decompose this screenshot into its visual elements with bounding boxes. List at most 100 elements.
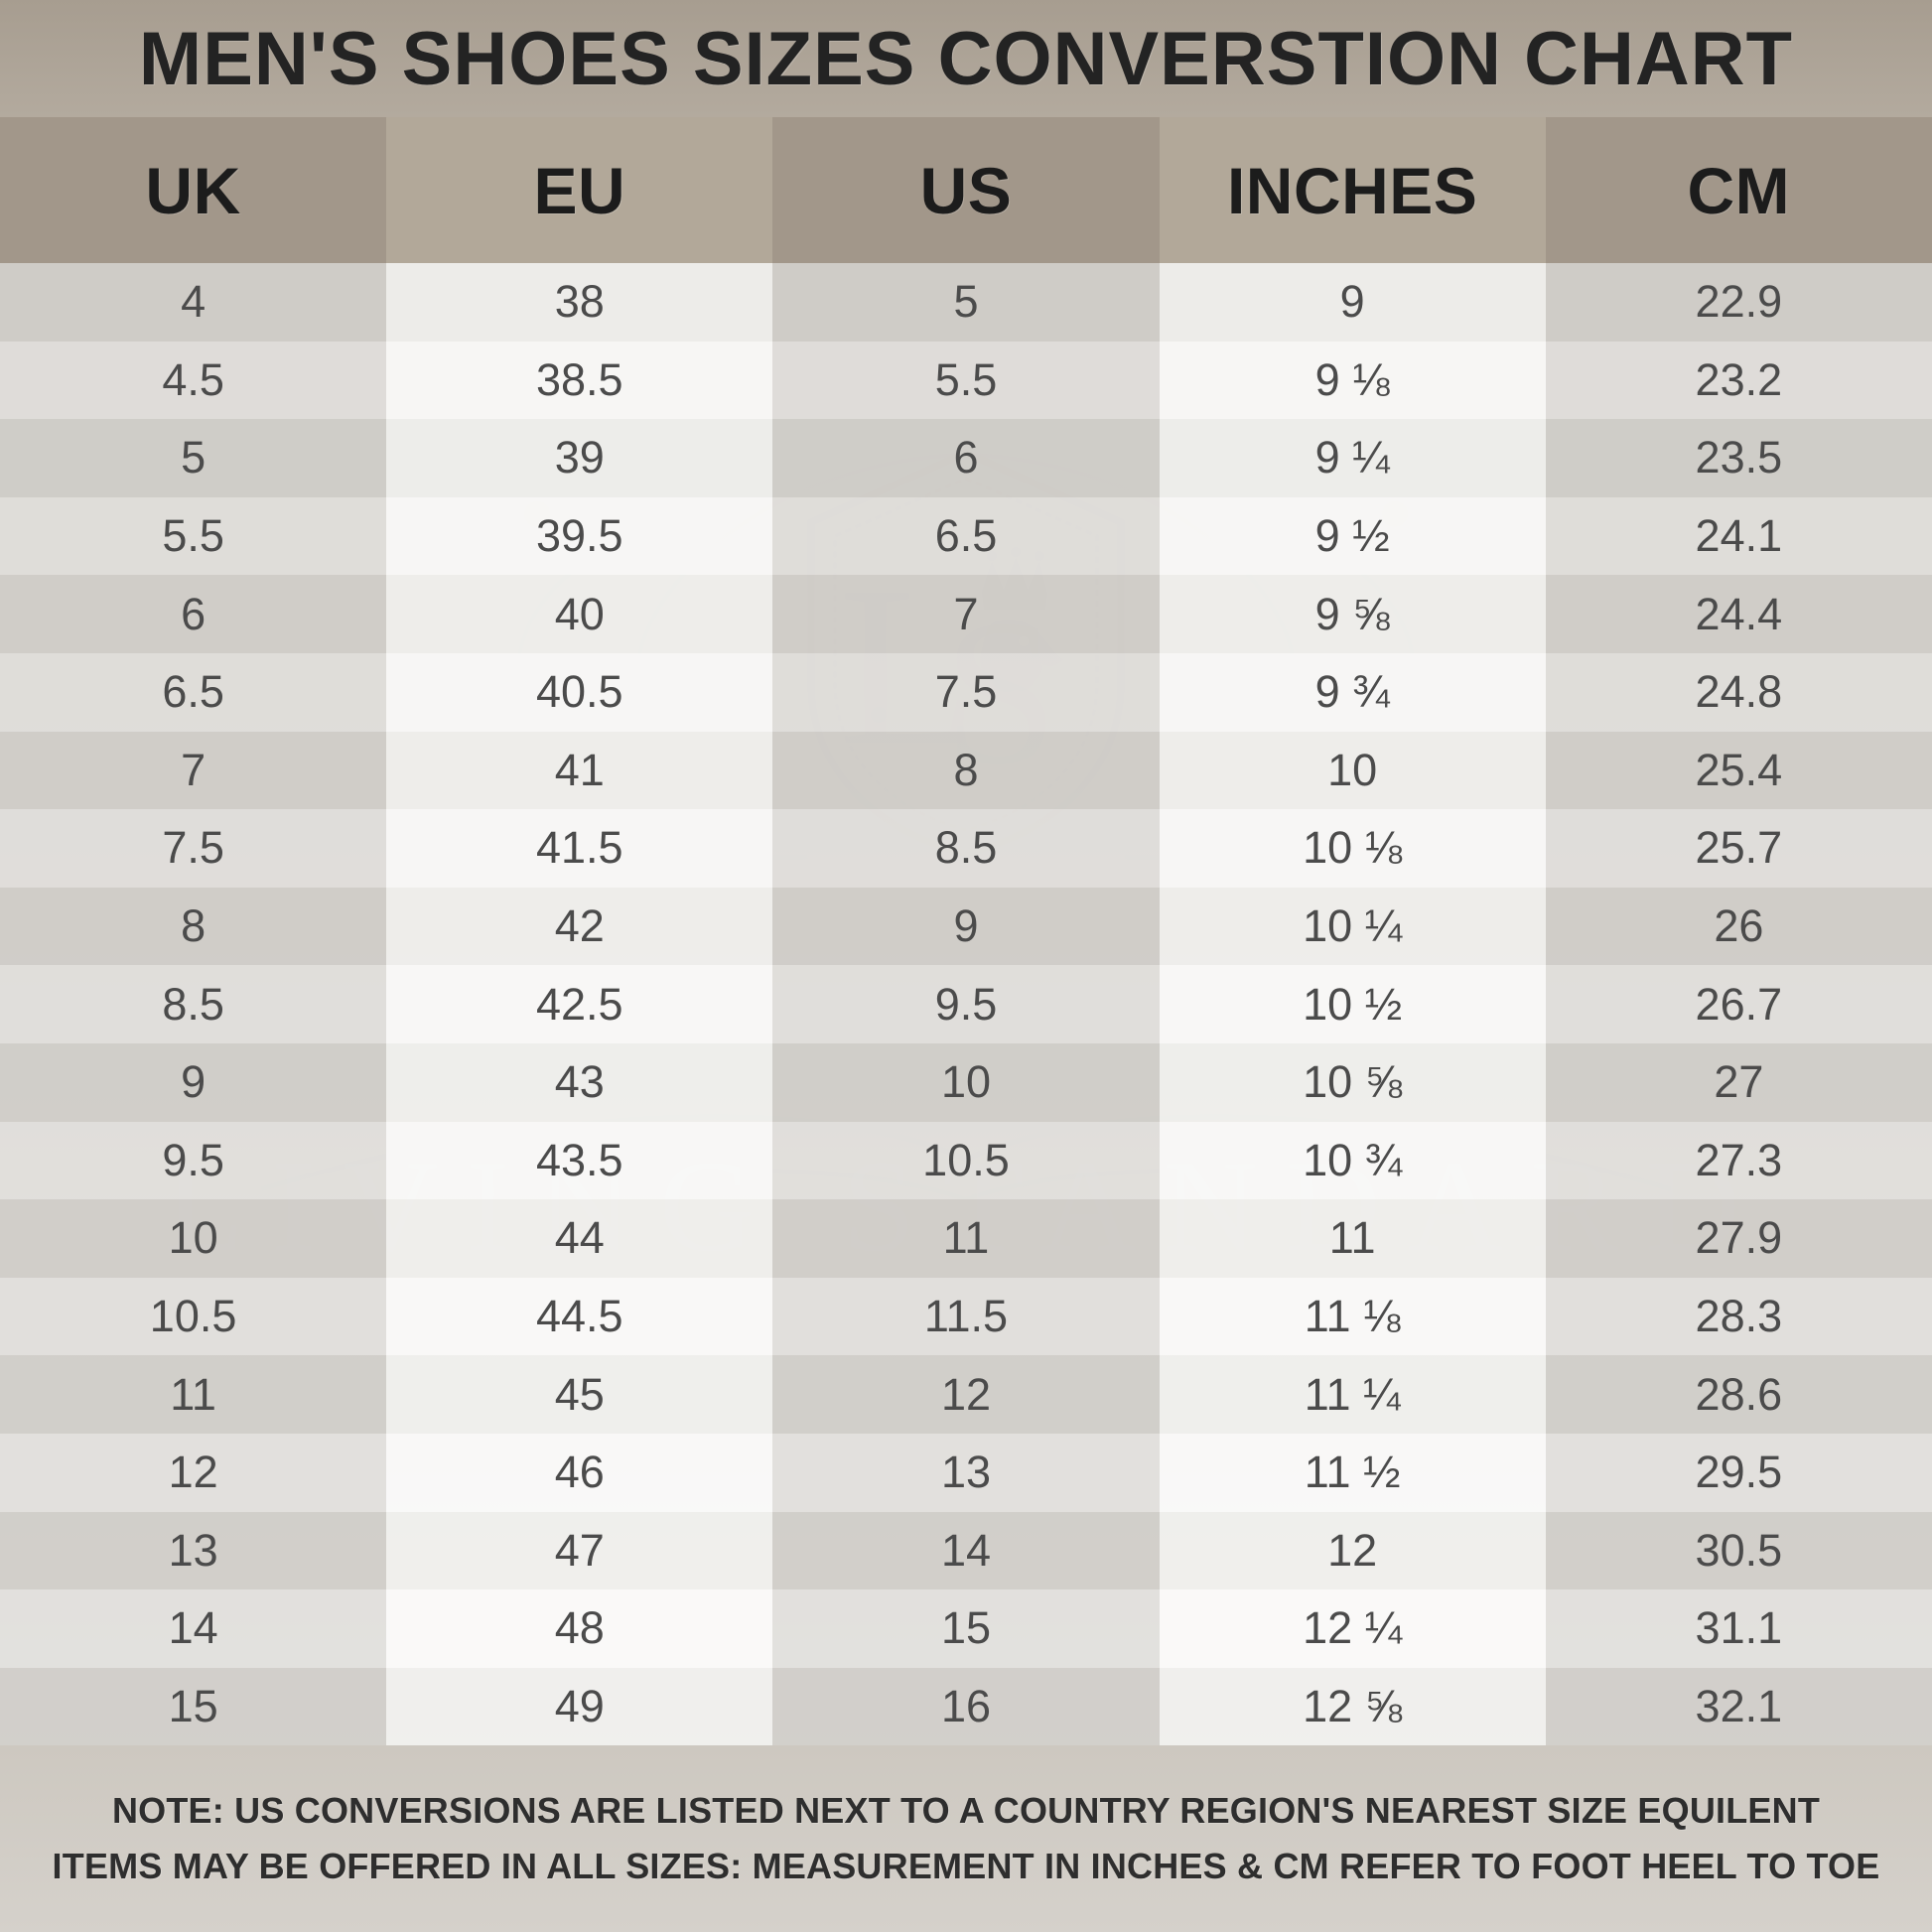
cell-us: 12 [772, 1355, 1160, 1434]
cell-eu: 44.5 [386, 1277, 773, 1356]
cell-cm: 30.5 [1545, 1511, 1932, 1590]
cell-eu: 44 [386, 1199, 773, 1278]
cell-eu: 48 [386, 1589, 773, 1668]
cell-us: 9.5 [772, 965, 1160, 1043]
cell-inches: 11 ¼ [1159, 1355, 1546, 1434]
cell-cm: 23.5 [1545, 419, 1932, 497]
cell-cm: 25.7 [1545, 809, 1932, 888]
cell-inches: 12 ¼ [1159, 1589, 1546, 1668]
cell-inches: 12 ⅝ [1159, 1667, 1546, 1745]
cell-uk: 9 [0, 1042, 387, 1122]
cell-uk: 8.5 [0, 965, 387, 1043]
cell-uk: 4 [0, 263, 387, 342]
cell-uk: 11 [0, 1355, 387, 1434]
cell-eu: 41.5 [386, 809, 773, 888]
table-row: 12 46 13 11 ½ 29.5 [0, 1433, 1932, 1512]
cell-inches: 11 [1159, 1199, 1546, 1278]
cell-uk: 13 [0, 1511, 387, 1590]
cell-eu: 39 [386, 419, 773, 497]
cell-inches: 10 ¼ [1159, 887, 1546, 966]
title-band: MEN'S SHOES SIZES CONVERSTION CHART [0, 0, 1932, 117]
cell-inches: 10 [1159, 731, 1546, 810]
cell-uk: 10 [0, 1199, 387, 1278]
cell-us: 5.5 [772, 341, 1160, 420]
conversion-table: UK EU US INCHES CM 4 38 5 9 22.9 4.5 38.5 5.5 9 ⅛ 23.2… [0, 117, 1932, 1745]
cell-us: 15 [772, 1589, 1160, 1668]
table-row: 4.5 38.5 5.5 9 ⅛ 23.2 [0, 341, 1932, 420]
cell-us: 10.5 [772, 1121, 1160, 1200]
cell-eu: 40 [386, 575, 773, 653]
cell-uk: 5 [0, 419, 387, 497]
cell-cm: 24.8 [1545, 652, 1932, 732]
cell-cm: 29.5 [1545, 1433, 1932, 1512]
cell-us: 8 [772, 731, 1160, 810]
note-text: US CONVERSIONS ARE LISTED NEXT TO A COUN… [223, 1790, 1821, 1832]
cell-inches: 9 ⅛ [1159, 341, 1546, 420]
footer-line-2: ITEMS MAY BE OFFERED IN ALL SIZES: MEASU… [52, 1846, 1880, 1886]
cell-eu: 46 [386, 1433, 773, 1512]
cell-inches: 9 ½ [1159, 496, 1546, 576]
cell-us: 14 [772, 1511, 1160, 1590]
cell-inches: 11 ½ [1159, 1433, 1546, 1512]
column-header-cm: CM [1545, 117, 1932, 263]
cell-eu: 47 [386, 1511, 773, 1590]
cell-uk: 4.5 [0, 341, 387, 420]
table-row: 8.5 42.5 9.5 10 ½ 26.7 [0, 965, 1932, 1043]
cell-cm: 24.1 [1545, 496, 1932, 576]
cell-cm: 23.2 [1545, 341, 1932, 420]
cell-uk: 10.5 [0, 1277, 387, 1356]
cell-inches: 9 [1159, 263, 1546, 342]
cell-us: 6 [772, 419, 1160, 497]
table-row: 6.5 40.5 7.5 9 ¾ 24.8 [0, 652, 1932, 732]
table-row: 13 47 14 12 30.5 [0, 1511, 1932, 1590]
table-row: 8 42 9 10 ¼ 26 [0, 887, 1932, 966]
table-row: 7.5 41.5 8.5 10 ⅛ 25.7 [0, 809, 1932, 888]
cell-us: 16 [772, 1667, 1160, 1745]
cell-eu: 43.5 [386, 1121, 773, 1200]
cell-uk: 12 [0, 1433, 387, 1512]
cell-eu: 42.5 [386, 965, 773, 1043]
cell-uk: 7.5 [0, 809, 387, 888]
cell-eu: 40.5 [386, 652, 773, 732]
cell-eu: 38 [386, 263, 773, 342]
column-header-inches: INCHES [1159, 117, 1546, 263]
cell-uk: 6 [0, 575, 387, 653]
cell-us: 8.5 [772, 809, 1160, 888]
cell-us: 9 [772, 887, 1160, 966]
table-row: 6 40 7 9 ⅝ 24.4 [0, 575, 1932, 653]
cell-cm: 22.9 [1545, 263, 1932, 342]
cell-uk: 6.5 [0, 652, 387, 732]
note-label: NOTE: [111, 1790, 224, 1832]
cell-us: 11.5 [772, 1277, 1160, 1356]
table-row: 11 45 12 11 ¼ 28.6 [0, 1355, 1932, 1434]
cell-cm: 26.7 [1545, 965, 1932, 1043]
table-row: 9.5 43.5 10.5 10 ¾ 27.3 [0, 1121, 1932, 1200]
table-row: 9 43 10 10 ⅝ 27 [0, 1042, 1932, 1122]
table-row: 14 48 15 12 ¼ 31.1 [0, 1589, 1932, 1668]
cell-cm: 27.3 [1545, 1121, 1932, 1200]
cell-eu: 42 [386, 887, 773, 966]
cell-us: 6.5 [772, 496, 1160, 576]
cell-cm: 27.9 [1545, 1199, 1932, 1278]
cell-eu: 38.5 [386, 341, 773, 420]
cell-inches: 11 ⅛ [1159, 1277, 1546, 1356]
footer-note: NOTE: US CONVERSIONS ARE LISTED NEXT TO … [0, 1745, 1932, 1932]
cell-cm: 32.1 [1545, 1667, 1932, 1745]
table-grid: UK EU US INCHES CM 4 38 5 9 22.9 4.5 38.5 5.5 9 ⅛ 23.2… [0, 117, 1932, 1745]
cell-cm: 25.4 [1545, 731, 1932, 810]
cell-cm: 31.1 [1545, 1589, 1932, 1668]
cell-us: 7 [772, 575, 1160, 653]
cell-uk: 15 [0, 1667, 387, 1745]
cell-cm: 26 [1545, 887, 1932, 966]
cell-cm: 28.3 [1545, 1277, 1932, 1356]
cell-inches: 9 ⅝ [1159, 575, 1546, 653]
table-row: 5.5 39.5 6.5 9 ½ 24.1 [0, 496, 1932, 576]
cell-uk: 7 [0, 731, 387, 810]
cell-eu: 45 [386, 1355, 773, 1434]
cell-uk: 14 [0, 1589, 387, 1668]
table-row: 4 38 5 9 22.9 [0, 263, 1932, 342]
column-header-eu: EU [386, 117, 773, 263]
table-header-row: UK EU US INCHES CM [0, 117, 1932, 263]
cell-eu: 39.5 [386, 496, 773, 576]
